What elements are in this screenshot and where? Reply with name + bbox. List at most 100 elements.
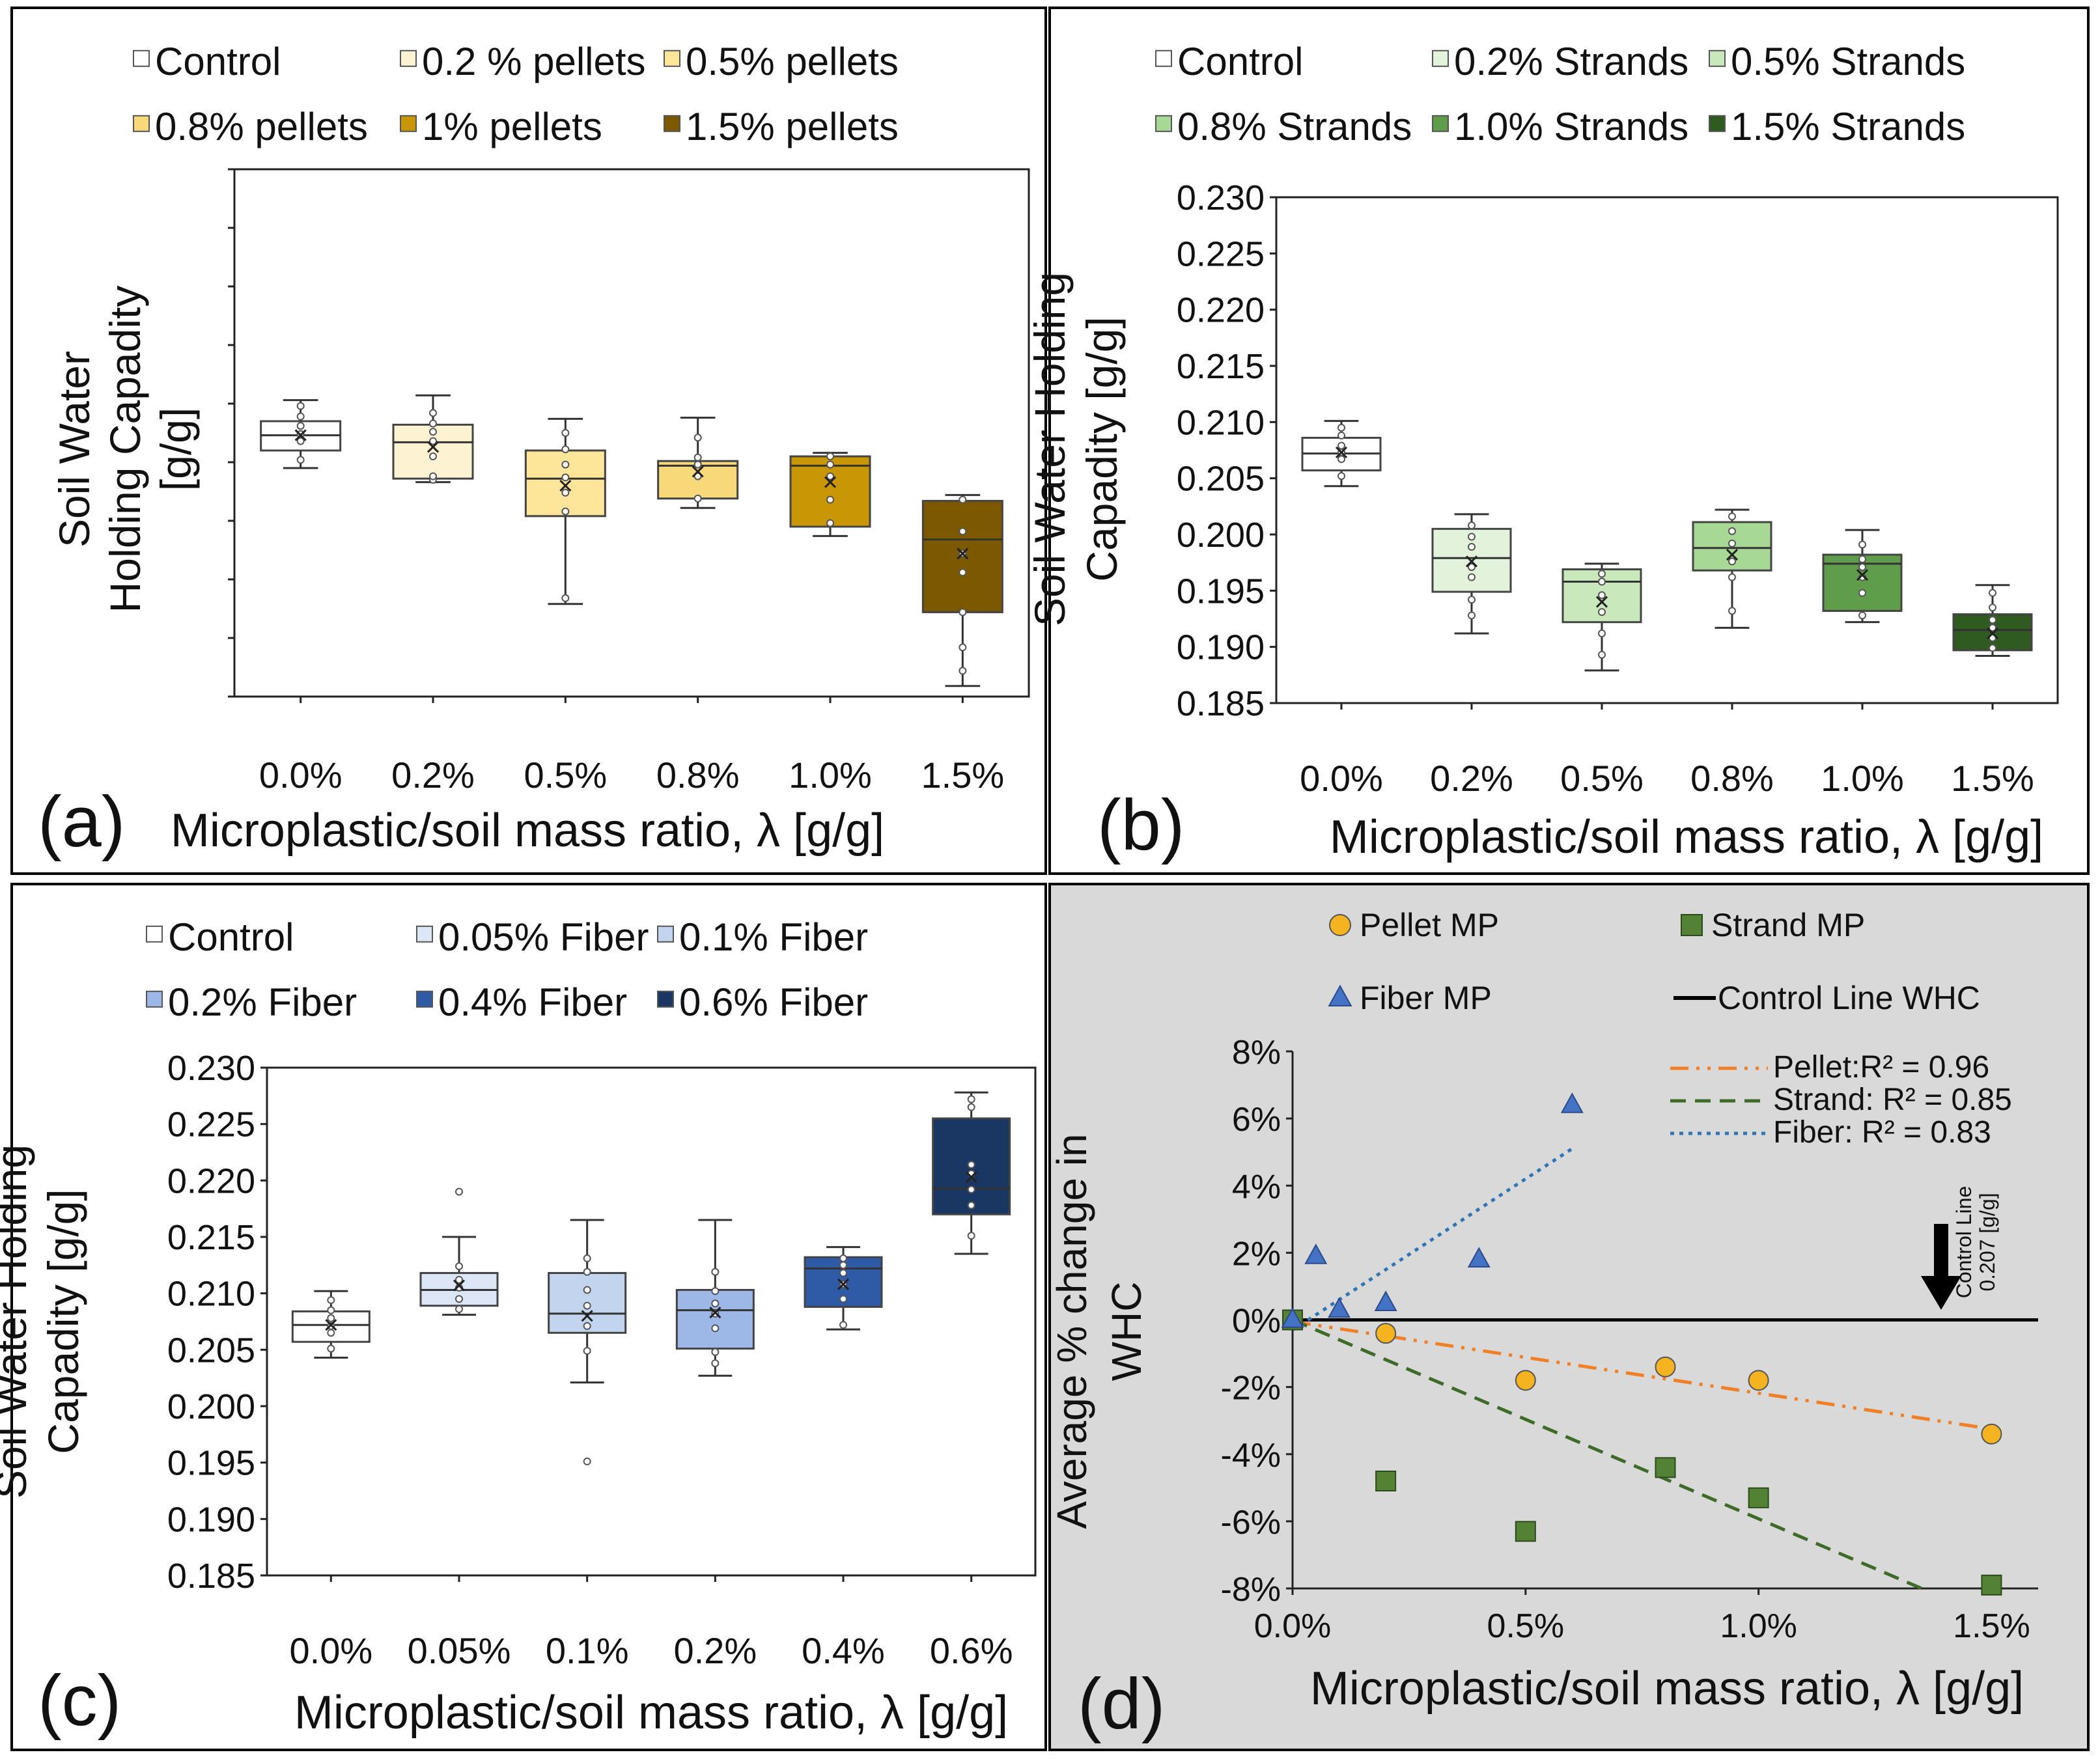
data-point	[1981, 1423, 2002, 1445]
data-point	[839, 1254, 847, 1262]
data-point	[327, 1314, 335, 1322]
mean-marker	[1986, 627, 1999, 640]
y-tick-label: 0.225	[167, 1105, 255, 1144]
panel-d-legend: Pellet MP Strand MP Fiber MP Control Line W…	[1328, 907, 1980, 1016]
data-point	[561, 445, 570, 454]
data-point	[327, 1306, 335, 1314]
control-annotation-line: 0.207 [g/g]	[1976, 1193, 1999, 1291]
panel-b-legend: Control 0.2% Strands 0.5% Strands 0.8% Stra…	[1155, 40, 1965, 148]
data-point	[1515, 1370, 1536, 1391]
data-point	[1328, 984, 1352, 1006]
data-point	[959, 527, 967, 536]
control-arrow-shaft	[1934, 1224, 1948, 1279]
x-tick-label: 1.0%	[789, 755, 872, 796]
x-tick-label: 0.8%	[1690, 758, 1774, 799]
data-point	[959, 643, 967, 652]
legend-swatch	[400, 49, 417, 67]
mean-marker	[957, 547, 969, 560]
data-point	[296, 456, 305, 464]
data-point	[1337, 455, 1345, 464]
mean-marker	[325, 1319, 337, 1331]
x-tick-label: 0.5%	[524, 755, 608, 796]
x-tick-label: 0.0%	[290, 1630, 373, 1671]
data-point	[1728, 539, 1736, 547]
ylabel-line: Capadity [g/g]	[1078, 316, 1126, 581]
y-tick-label: 6%	[1232, 1101, 1281, 1139]
data-point	[711, 1324, 720, 1333]
y-tick-label: -2%	[1221, 1370, 1281, 1407]
x-tick-label: 0.0%	[1254, 1607, 1332, 1645]
x-tick-label: 0.05%	[408, 1630, 511, 1671]
x-tick-label: 0.6%	[930, 1630, 1013, 1671]
x-tick-label: 1.5%	[1953, 1607, 2030, 1645]
panel-d-xlabel: Microplastic/soil mass ratio, λ [g/g]	[1310, 1663, 2024, 1715]
panel-c-label: (c)	[38, 1661, 121, 1741]
data-point	[455, 1295, 463, 1303]
box	[524, 449, 606, 518]
data-point	[839, 1295, 847, 1303]
data-point	[1281, 1307, 1304, 1328]
data-point	[711, 1299, 720, 1308]
data-point	[1337, 423, 1345, 432]
data-point	[959, 608, 967, 616]
y-tick-label: 0.210	[1177, 403, 1265, 442]
data-point	[455, 1262, 463, 1271]
panel-c-xlabel: Microplastic/soil mass ratio, λ [g/g]	[294, 1687, 1008, 1739]
data-point	[839, 1269, 847, 1277]
data-point	[1598, 591, 1606, 600]
panel-b: Control 0.2% Strands 0.5% Strands 0.8% Stra…	[1026, 7, 2090, 875]
data-point	[561, 429, 570, 437]
data-point	[967, 1185, 975, 1194]
data-point	[959, 568, 967, 577]
y-tick-label: 0.195	[167, 1444, 255, 1483]
legend-swatch	[1155, 115, 1172, 132]
data-point	[693, 460, 702, 469]
legend-label: Control	[1177, 40, 1303, 83]
data-point	[711, 1348, 720, 1356]
legend-label: 0.6% Fiber	[679, 980, 868, 1024]
data-point	[693, 434, 702, 442]
legend-label: Strand MP	[1711, 907, 1865, 943]
legend-swatch	[400, 115, 417, 132]
data-point	[327, 1329, 335, 1337]
y-tick-label: 0.210	[167, 1275, 255, 1314]
trendline	[1292, 1320, 1992, 1431]
box	[921, 499, 1003, 613]
data-point	[583, 1267, 591, 1276]
y-tick-label: -8%	[1221, 1571, 1281, 1609]
legend-swatch	[133, 115, 150, 132]
data-point	[327, 1344, 335, 1353]
mean-marker	[1595, 596, 1608, 608]
y-tick-label: 0.215	[1177, 347, 1265, 386]
plot-area	[266, 1066, 1037, 1577]
ylabel-line: Soil Water Holding	[0, 1144, 35, 1499]
panel-d: Pellet MP Strand MP Fiber MP Control Line W…	[1048, 883, 2090, 1751]
control-annotation: Control Line0.207 [g/g]	[1952, 1186, 1999, 1299]
data-point	[693, 453, 702, 462]
x-tick-label: 0.8%	[656, 755, 740, 796]
data-point	[429, 428, 437, 436]
y-tick-label: 0.230	[1177, 178, 1265, 217]
data-point	[296, 422, 305, 430]
legend-label: Control Line WHC	[1718, 980, 1980, 1016]
panel-b-plot: 0.185 0.190 0.195 0.200 0.205 0.210 0.215 0.220…	[1177, 178, 2059, 799]
panel-b-xlabel: Microplastic/soil mass ratio, λ [g/g]	[1330, 811, 2043, 863]
legend-label: 1.5% Strands	[1731, 105, 1965, 148]
ylabel-line: WHC	[1103, 1282, 1150, 1381]
data-point	[583, 1347, 591, 1355]
data-point	[1858, 540, 1866, 549]
data-point	[1655, 1457, 1676, 1478]
data-point	[967, 1232, 975, 1240]
legend-swatch	[416, 925, 433, 943]
data-point	[711, 1359, 720, 1368]
data-point	[429, 452, 437, 460]
panel-c-plot: 0.185 0.190 0.195 0.200 0.205 0.210 0.215 0.220…	[167, 1049, 1037, 1671]
data-point	[711, 1267, 720, 1276]
data-point	[1748, 1487, 1769, 1508]
legend-swatch	[146, 925, 163, 943]
legend-swatch	[133, 49, 150, 67]
data-point	[1468, 563, 1476, 572]
data-point	[1598, 577, 1606, 586]
control-arrow-head	[1921, 1276, 1961, 1310]
